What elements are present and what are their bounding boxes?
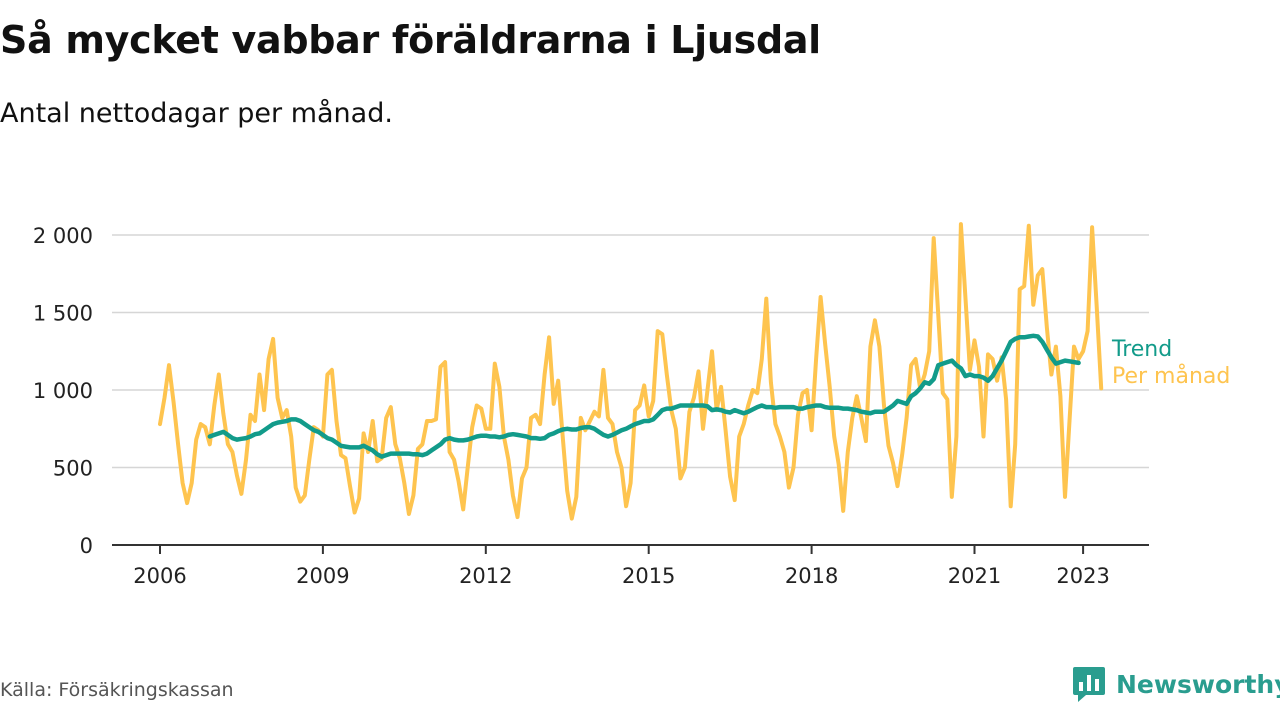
y-tick-label: 2 000 bbox=[33, 224, 93, 248]
x-tick-label: 2012 bbox=[459, 564, 512, 588]
y-tick-label: 1 500 bbox=[33, 302, 93, 326]
series-label-trend: Trend bbox=[1111, 337, 1172, 362]
gridlines bbox=[112, 234, 1149, 469]
source-note: Källa: Försäkringskassan bbox=[0, 679, 234, 701]
x-tick-label: 2018 bbox=[785, 564, 838, 588]
y-tick-label: 1 000 bbox=[33, 379, 93, 403]
series-label-per-manad: Per månad bbox=[1112, 363, 1230, 389]
series-line-per-manad bbox=[158, 222, 1104, 521]
brand-logo: Newsworthy bbox=[1072, 664, 1280, 704]
series-line-trend bbox=[207, 333, 1081, 459]
y-axis-tick-labels: 0 500 1 000 1 500 2 000 bbox=[33, 224, 93, 558]
chart-subtitle: Antal nettodagar per månad. bbox=[0, 98, 393, 129]
bar-chart-speech-icon bbox=[1073, 667, 1105, 702]
x-tick-label: 2021 bbox=[948, 564, 1001, 588]
x-tick-label: 2006 bbox=[133, 564, 186, 588]
x-axis-tick-labels: 2006 2009 2012 2015 2018 2021 2023 bbox=[133, 545, 1110, 588]
brand-name: Newsworthy bbox=[1116, 669, 1280, 699]
x-tick-label: 2015 bbox=[622, 564, 675, 588]
y-tick-label: 0 bbox=[80, 534, 93, 558]
x-tick-label: 2009 bbox=[296, 564, 349, 588]
x-tick-label: 2023 bbox=[1056, 564, 1109, 588]
chart-title: Så mycket vabbar föräldrarna i Ljusdal bbox=[0, 18, 821, 62]
y-tick-label: 500 bbox=[53, 457, 93, 481]
series-lines bbox=[158, 222, 1104, 521]
